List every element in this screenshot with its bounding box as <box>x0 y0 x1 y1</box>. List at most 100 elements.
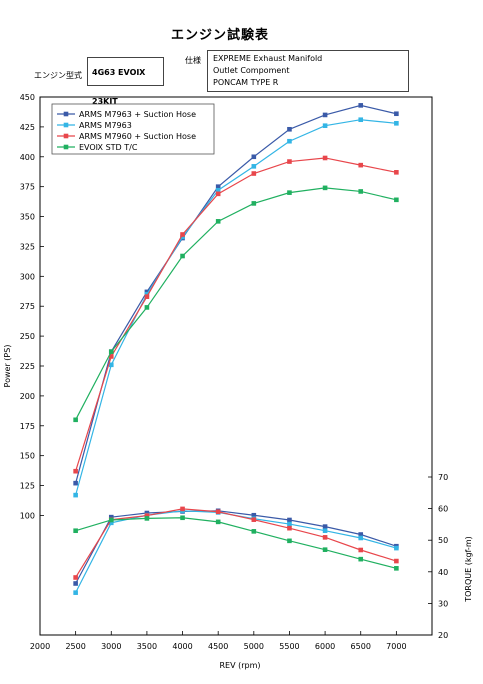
y-tick-label: 450 <box>20 93 35 102</box>
y-tick-label: 425 <box>20 123 35 132</box>
spec-line-3: PONCAM TYPE R <box>213 78 279 87</box>
power-point <box>394 170 399 175</box>
power-point <box>144 294 150 299</box>
x-tick-label: 3500 <box>137 642 157 651</box>
torque-point <box>73 528 78 534</box>
power-point <box>108 354 114 359</box>
torque-point <box>73 575 78 580</box>
torque-point <box>394 566 399 571</box>
power-line <box>75 119 397 496</box>
spec-box: EXPREME Exhaust Manifold Outlet Compomen… <box>207 50 409 92</box>
y-tick-label: 100 <box>20 511 35 520</box>
power-point <box>358 117 364 123</box>
y2-tick-label: 70 <box>438 473 448 482</box>
torque-line <box>75 517 397 569</box>
power-point <box>73 417 78 423</box>
power-point <box>108 349 114 354</box>
torque-point <box>144 513 150 518</box>
power-point <box>73 492 78 498</box>
power-point <box>215 187 221 193</box>
series-group <box>73 103 399 595</box>
power-point <box>322 112 328 118</box>
y-tick-label: 400 <box>20 153 35 162</box>
power-line <box>75 187 397 421</box>
torque-point <box>358 532 364 537</box>
torque-line <box>75 510 397 584</box>
torque-point <box>144 516 150 521</box>
power-point <box>251 171 257 176</box>
y-tick-label: 125 <box>20 482 35 491</box>
legend: ARMS M7963 + Suction Hose ARMS M7963 ARMS … <box>51 103 215 155</box>
torque-point <box>73 581 78 586</box>
spec-line-2: Outlet Compoment <box>213 66 290 75</box>
torque-point <box>287 521 292 527</box>
torque-point <box>322 528 328 534</box>
power-point <box>322 123 328 128</box>
legend-entry: ARMS M7963 <box>79 121 132 130</box>
legend-swatch-marker <box>63 122 69 128</box>
page-title: エンジン試験表 <box>170 28 269 43</box>
y-tick-label: 300 <box>20 272 35 281</box>
y2-tick-label: 30 <box>438 599 448 608</box>
power-point <box>144 289 150 295</box>
torque-point <box>394 545 399 551</box>
y-tick-label: 250 <box>20 332 35 341</box>
y2-tick-label: 20 <box>438 631 448 640</box>
torque-point <box>108 514 114 520</box>
power-point <box>394 111 399 117</box>
torque-point <box>287 525 292 531</box>
torque-point <box>358 547 364 553</box>
x-tick-label: 5500 <box>279 642 299 651</box>
power-point <box>215 184 221 189</box>
power-point <box>180 234 185 240</box>
power-point <box>394 121 399 126</box>
torque-point <box>251 512 257 518</box>
y-tick-label: 225 <box>20 362 35 371</box>
engine-type-label: エンジン型式 <box>34 71 82 80</box>
torque-point <box>358 556 364 562</box>
torque-point <box>322 547 328 552</box>
torque-point <box>180 515 185 521</box>
y-tick-label: 150 <box>20 452 35 461</box>
torque-point <box>73 590 78 595</box>
torque-point <box>108 520 114 526</box>
spec-line-1: EXPREME Exhaust Manifold <box>213 54 323 63</box>
y2-tick-label: 40 <box>438 568 448 577</box>
y-tick-label: 350 <box>20 213 35 222</box>
power-point <box>180 232 185 237</box>
x-tick-label: 5000 <box>244 642 264 651</box>
power-point <box>108 362 114 368</box>
power-point <box>215 219 221 224</box>
power-point <box>73 468 78 474</box>
power-point <box>358 103 364 108</box>
y-axis-label: Power (PS) <box>3 345 12 388</box>
legend-entry: EVOⅨ STD T/C <box>79 143 138 152</box>
torque-point <box>287 538 292 544</box>
torque-point <box>287 517 292 523</box>
y2-tick-label: 60 <box>438 505 448 514</box>
torque-point <box>251 517 257 522</box>
y2-tick-label: 50 <box>438 536 448 545</box>
torque-point <box>358 535 364 541</box>
power-point <box>394 197 399 203</box>
torque-point <box>215 509 221 515</box>
y-tick-label: 325 <box>20 242 35 251</box>
legend-swatch-marker <box>63 111 69 117</box>
x-tick-label: 4000 <box>172 642 192 651</box>
x-tick-label: 2000 <box>30 642 50 651</box>
legend-box <box>51 103 215 155</box>
x-tick-label: 6000 <box>315 642 335 651</box>
power-point <box>180 253 185 259</box>
torque-point <box>180 506 185 512</box>
power-point <box>251 154 257 160</box>
power-point <box>358 189 364 194</box>
torque-line <box>75 508 397 578</box>
power-point <box>144 291 150 297</box>
power-point <box>322 155 328 161</box>
power-point <box>251 201 257 206</box>
power-point <box>144 305 150 310</box>
power-point <box>322 185 328 191</box>
legend-entry: ARMS M7963 + Suction Hose <box>79 110 196 119</box>
